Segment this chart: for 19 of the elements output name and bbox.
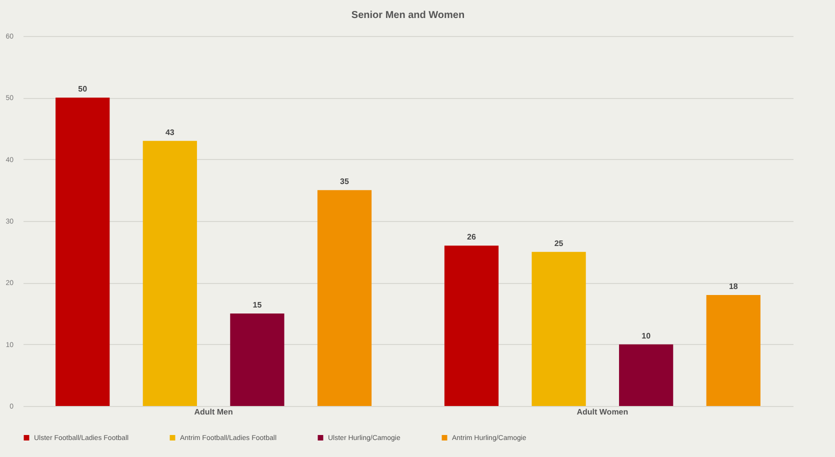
data-label: 25 — [554, 238, 564, 248]
bar — [444, 246, 499, 406]
bar — [532, 252, 586, 406]
bar — [317, 190, 372, 406]
data-label: 43 — [165, 128, 175, 137]
data-label: 35 — [340, 177, 350, 186]
bar — [142, 140, 197, 406]
bar — [56, 98, 110, 406]
bar — [230, 314, 284, 406]
bar — [619, 344, 674, 406]
x-tick-label: Adult Women — [576, 408, 628, 416]
bar — [706, 295, 760, 406]
data-label: 10 — [642, 331, 652, 340]
x-tick-label: Adult Men — [194, 408, 233, 416]
chart-title: Senior Men and Women — [351, 10, 465, 21]
data-label: 15 — [252, 300, 262, 310]
data-label: 26 — [467, 232, 476, 242]
data-label: 18 — [728, 282, 738, 291]
data-label: 50 — [78, 84, 88, 94]
